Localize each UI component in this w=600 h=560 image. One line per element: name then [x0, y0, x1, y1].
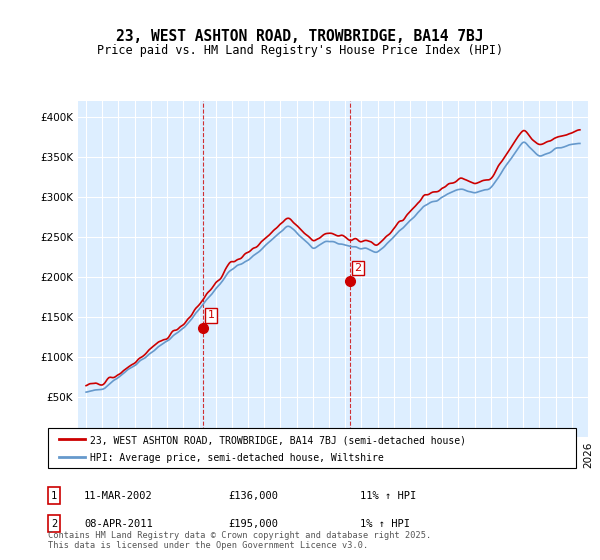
Text: 23, WEST ASHTON ROAD, TROWBRIDGE, BA14 7BJ (semi-detached house): 23, WEST ASHTON ROAD, TROWBRIDGE, BA14 7…	[90, 436, 466, 446]
Text: 08-APR-2011: 08-APR-2011	[84, 519, 153, 529]
Text: HPI: Average price, semi-detached house, Wiltshire: HPI: Average price, semi-detached house,…	[90, 453, 384, 463]
Text: 1: 1	[51, 491, 57, 501]
Text: £195,000: £195,000	[228, 519, 278, 529]
Text: 1: 1	[208, 310, 215, 320]
Text: 23, WEST ASHTON ROAD, TROWBRIDGE, BA14 7BJ: 23, WEST ASHTON ROAD, TROWBRIDGE, BA14 7…	[116, 29, 484, 44]
Text: 1% ↑ HPI: 1% ↑ HPI	[360, 519, 410, 529]
Text: 2: 2	[355, 263, 361, 273]
Text: £136,000: £136,000	[228, 491, 278, 501]
Text: 11-MAR-2002: 11-MAR-2002	[84, 491, 153, 501]
Text: Price paid vs. HM Land Registry's House Price Index (HPI): Price paid vs. HM Land Registry's House …	[97, 44, 503, 57]
Text: 11% ↑ HPI: 11% ↑ HPI	[360, 491, 416, 501]
Text: 2: 2	[51, 519, 57, 529]
Text: Contains HM Land Registry data © Crown copyright and database right 2025.
This d: Contains HM Land Registry data © Crown c…	[48, 530, 431, 550]
FancyBboxPatch shape	[48, 428, 576, 468]
